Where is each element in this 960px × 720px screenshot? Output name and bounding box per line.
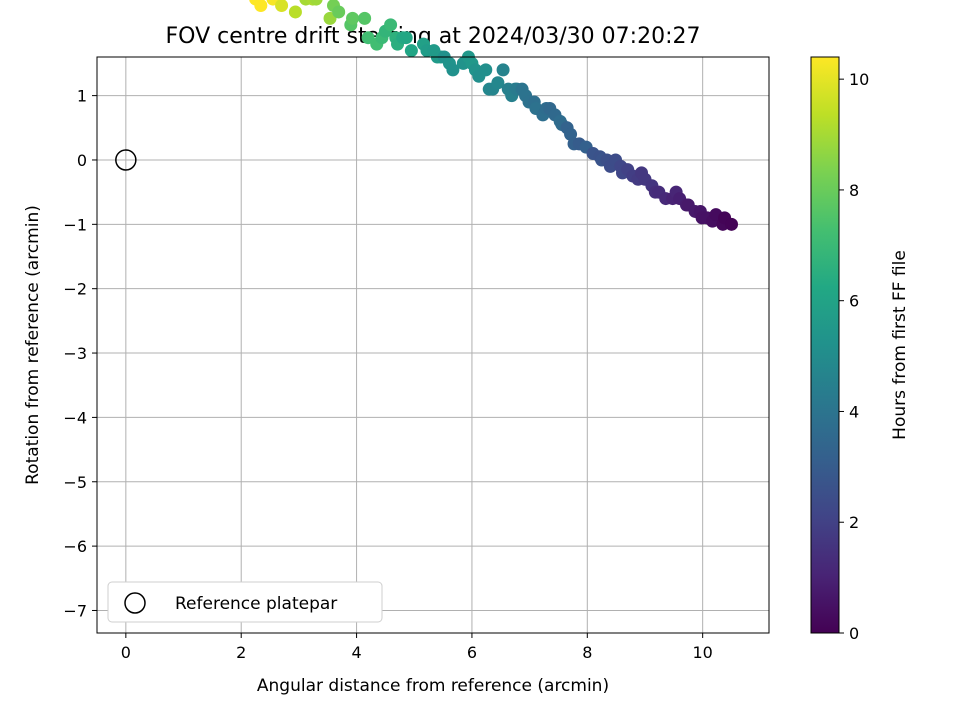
y-tick-label: −5	[63, 473, 87, 492]
colorbar-tick-label: 0	[849, 624, 859, 643]
x-axis: 0 2 4 6 8 10	[121, 633, 713, 662]
scatter-point	[254, 0, 268, 13]
scatter-point	[309, 0, 323, 6]
colorbar: 0 2 4 6 8 10 Hours from first FF file	[810, 56, 910, 643]
scatter-point	[384, 18, 398, 32]
scatter-point	[404, 44, 418, 58]
colorbar-tick-label: 6	[849, 292, 859, 311]
scatter-point	[725, 217, 739, 231]
scatter-point	[496, 63, 510, 77]
y-tick-label: −4	[63, 408, 87, 427]
legend: Reference platepar	[107, 581, 383, 623]
plot-area: 0 2 4 6 8 10 10−1−2−3−4−5−6−7 Reference plate…	[63, 0, 770, 662]
colorbar-gradient	[810, 56, 840, 634]
reference-marker	[115, 149, 137, 171]
legend-marker	[124, 592, 146, 614]
colorbar-tick-label: 2	[849, 513, 859, 532]
x-tick-label: 0	[121, 643, 131, 662]
y-tick-label: 1	[77, 87, 87, 106]
x-tick-label: 10	[692, 643, 712, 662]
scatter-series	[249, 0, 739, 231]
scatter-point	[491, 76, 505, 90]
scatter-point	[358, 11, 372, 25]
colorbar-tick-label: 8	[849, 181, 859, 200]
plot-frame	[96, 56, 770, 634]
x-tick-label: 6	[467, 643, 477, 662]
x-tick-label: 2	[236, 643, 246, 662]
y-tick-label: −1	[63, 215, 87, 234]
scatter-point	[332, 5, 346, 19]
y-tick-label: 0	[77, 151, 87, 170]
legend-box	[107, 581, 383, 623]
plot-background	[97, 57, 769, 633]
y-axis-label: Rotation from reference (arcmin)	[23, 205, 43, 485]
scatter-point	[346, 11, 360, 25]
y-tick-label: −7	[63, 601, 87, 620]
scatter-point	[288, 5, 302, 19]
x-axis-label: Angular distance from reference (arcmin)	[257, 676, 609, 696]
scatter-point	[479, 63, 493, 77]
colorbar-label: Hours from first FF file	[890, 250, 910, 440]
y-tick-label: −2	[63, 280, 87, 299]
colorbar-ticks: 0 2 4 6 8 10	[839, 70, 869, 643]
legend-label: Reference platepar	[175, 594, 337, 614]
colorbar-tick-label: 10	[849, 70, 869, 89]
scatter-point	[275, 0, 289, 13]
y-tick-label: −3	[63, 344, 87, 363]
scatter-point	[446, 63, 460, 77]
y-tick-label: −6	[63, 537, 87, 556]
scatter-point	[399, 31, 413, 45]
colorbar-tick-label: 4	[849, 402, 859, 421]
y-axis: 1 0 −1 −2 −3 −4 −5 −6 −7	[63, 87, 97, 620]
x-tick-label: 4	[351, 643, 361, 662]
x-tick-label: 8	[582, 643, 592, 662]
